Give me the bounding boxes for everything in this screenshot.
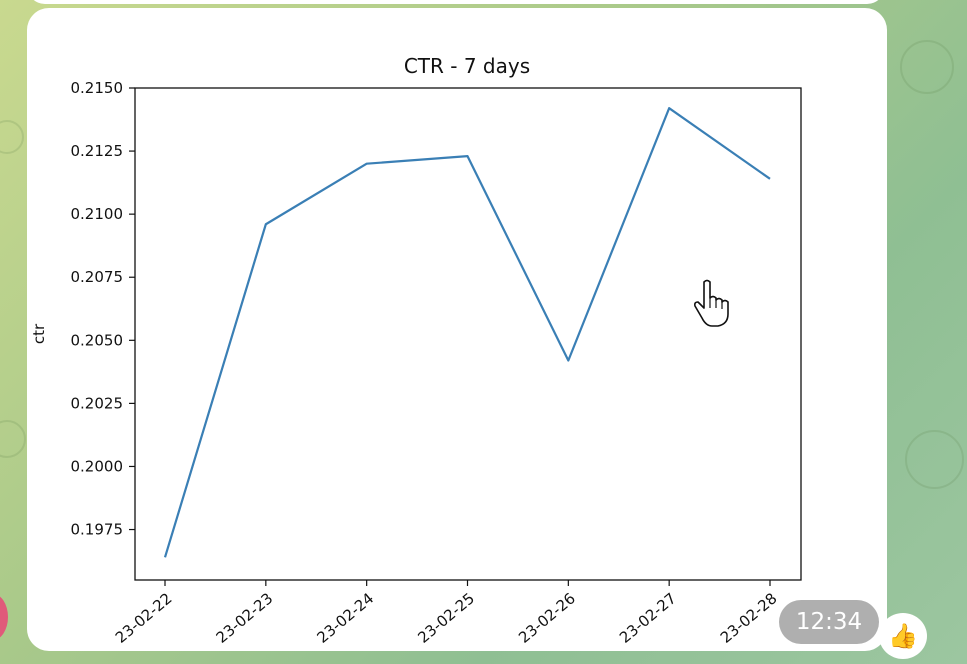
x-axis: 23-02-22 23-02-23 23-02-24 23-02-25 23-02-26…	[112, 580, 781, 647]
y-tick-label: 0.2025	[71, 394, 124, 412]
series-line	[163, 107, 771, 558]
previous-message-bubble	[27, 0, 885, 4]
y-tick-label: 0.2125	[71, 142, 124, 160]
background-doodle	[905, 430, 964, 489]
x-tick-label: 23-02-25	[414, 589, 478, 647]
line-chart: CTR - 7 days ctr 0.1975 0.2000 0.2025 0.205…	[30, 54, 802, 647]
y-axis: 0.1975 0.2000 0.2025 0.2050 0.2075 0.2100 0.21…	[71, 79, 135, 539]
x-tick-label: 23-02-22	[112, 589, 176, 647]
previous-chart-tick	[549, 0, 563, 2]
background-doodle	[0, 120, 24, 154]
background-doodle	[900, 40, 954, 94]
previous-chart-tick	[347, 0, 361, 2]
message-time: 12:34	[779, 600, 879, 644]
y-tick-label: 0.1975	[71, 521, 124, 539]
x-tick-label: 23-02-27	[616, 589, 680, 647]
previous-chart-tick	[246, 0, 260, 2]
y-tick-label: 0.2075	[71, 268, 124, 286]
chart-title: CTR - 7 days	[404, 54, 530, 78]
series-group	[163, 107, 771, 558]
y-tick-label: 0.2050	[71, 331, 124, 349]
avatar[interactable]	[0, 594, 8, 640]
plot-area	[134, 87, 802, 581]
x-tick-label: 23-02-23	[213, 589, 277, 647]
y-axis-label: ctr	[30, 323, 48, 344]
thumbs-up-icon[interactable]: 👍	[879, 613, 927, 659]
previous-chart-tick	[751, 0, 765, 2]
previous-chart-tick	[448, 0, 462, 2]
x-tick-label: 23-02-28	[717, 589, 781, 647]
hand-cursor-icon	[694, 279, 729, 327]
previous-chart-tick	[145, 0, 159, 2]
y-tick-label: 0.2000	[71, 457, 124, 475]
chart-message-bubble[interactable]: CTR - 7 days ctr 0.1975 0.2000 0.2025 0.205…	[27, 8, 887, 651]
x-tick-label: 23-02-24	[314, 589, 378, 647]
y-tick-label: 0.2150	[71, 79, 124, 97]
x-tick-label: 23-02-26	[515, 589, 579, 647]
previous-chart-tick	[650, 0, 664, 2]
y-tick-label: 0.2100	[71, 205, 124, 223]
background-doodle	[0, 420, 26, 458]
